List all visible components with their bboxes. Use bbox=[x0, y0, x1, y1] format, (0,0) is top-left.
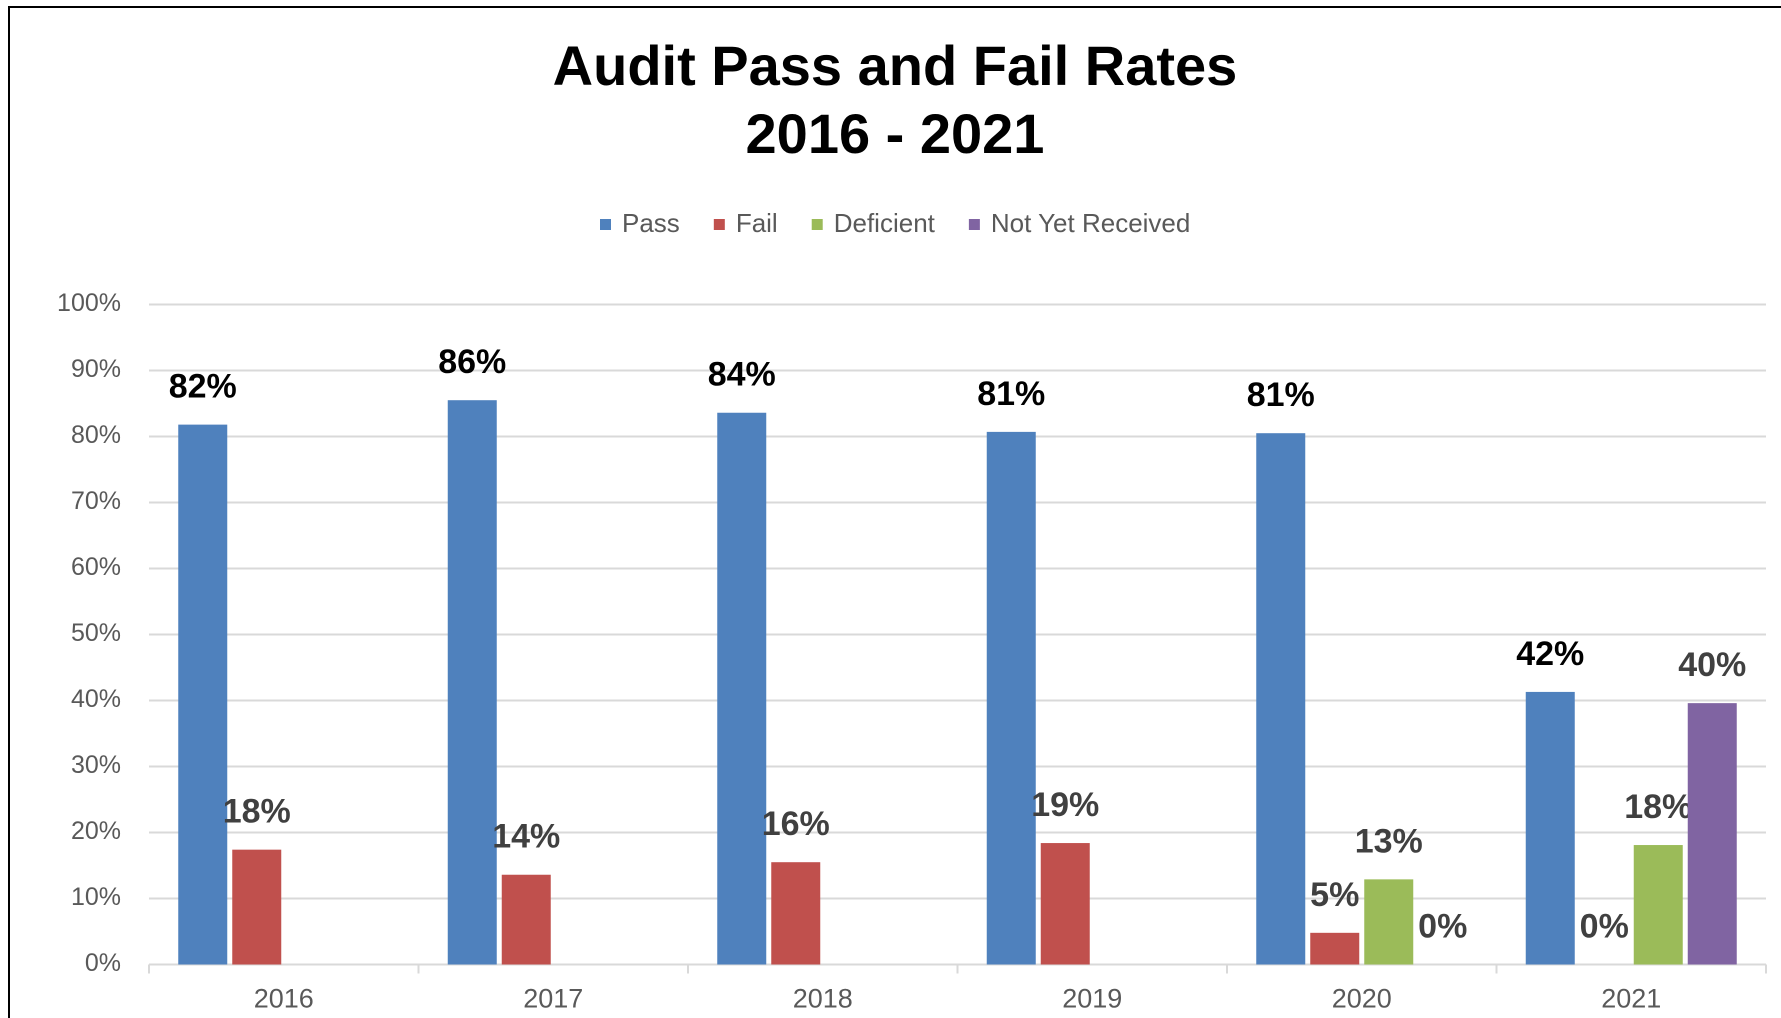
bar bbox=[232, 849, 282, 965]
y-tick-label: 50% bbox=[71, 619, 121, 647]
data-label: 0% bbox=[1418, 907, 1467, 945]
x-tick-label: 2019 bbox=[1062, 984, 1122, 1014]
data-label: 16% bbox=[762, 805, 830, 843]
data-label: 40% bbox=[1678, 646, 1746, 684]
bar bbox=[1687, 703, 1737, 965]
bar bbox=[1633, 845, 1683, 965]
legend-swatch bbox=[600, 219, 611, 230]
bar bbox=[178, 424, 228, 965]
y-tick-label: 90% bbox=[71, 355, 121, 383]
data-label: 19% bbox=[1031, 786, 1099, 824]
bar bbox=[1525, 691, 1575, 965]
x-tick-label: 2016 bbox=[254, 984, 314, 1014]
chart-border bbox=[8, 6, 1781, 1018]
y-tick-label: 40% bbox=[71, 685, 121, 713]
data-label: 84% bbox=[708, 356, 776, 394]
y-tick-label: 80% bbox=[71, 421, 121, 449]
x-tick-label: 2020 bbox=[1332, 984, 1392, 1014]
bar bbox=[1040, 843, 1090, 965]
x-tick-label: 2021 bbox=[1601, 984, 1661, 1014]
x-tick-label: 2018 bbox=[793, 984, 853, 1014]
legend-label: Fail bbox=[736, 208, 778, 238]
legend-swatch bbox=[968, 219, 980, 230]
x-tick-label: 2017 bbox=[523, 984, 583, 1014]
data-label: 0% bbox=[1580, 907, 1629, 945]
data-label: 42% bbox=[1516, 635, 1584, 673]
data-label: 5% bbox=[1310, 876, 1359, 914]
legend-label: Deficient bbox=[834, 208, 936, 238]
bar bbox=[986, 431, 1036, 965]
chart-title: Audit Pass and Fail Rates bbox=[553, 34, 1238, 97]
bar bbox=[447, 400, 497, 965]
legend-label: Pass bbox=[622, 208, 680, 238]
data-label: 82% bbox=[169, 368, 237, 406]
y-tick-label: 70% bbox=[71, 487, 121, 515]
data-label: 14% bbox=[492, 818, 560, 856]
legend-label: Not Yet Received bbox=[991, 208, 1190, 238]
y-tick-label: 10% bbox=[71, 883, 121, 911]
bar bbox=[1256, 433, 1306, 965]
data-label: 18% bbox=[1624, 788, 1692, 826]
data-label: 86% bbox=[438, 343, 506, 381]
y-tick-label: 0% bbox=[85, 949, 121, 977]
bar bbox=[1310, 932, 1360, 965]
data-label: 81% bbox=[977, 375, 1045, 413]
bar bbox=[771, 862, 821, 965]
bar bbox=[717, 412, 767, 965]
data-label: 81% bbox=[1247, 376, 1315, 414]
y-tick-label: 20% bbox=[71, 817, 121, 845]
data-label: 18% bbox=[223, 793, 291, 831]
chart-title: 2016 - 2021 bbox=[746, 102, 1045, 165]
y-tick-label: 60% bbox=[71, 553, 121, 581]
y-tick-label: 30% bbox=[71, 751, 121, 779]
y-tick-label: 100% bbox=[57, 289, 121, 317]
bar bbox=[1364, 879, 1414, 965]
legend-swatch bbox=[811, 219, 823, 230]
legend-swatch bbox=[713, 219, 725, 230]
bar bbox=[501, 874, 551, 965]
data-label: 13% bbox=[1355, 822, 1423, 860]
